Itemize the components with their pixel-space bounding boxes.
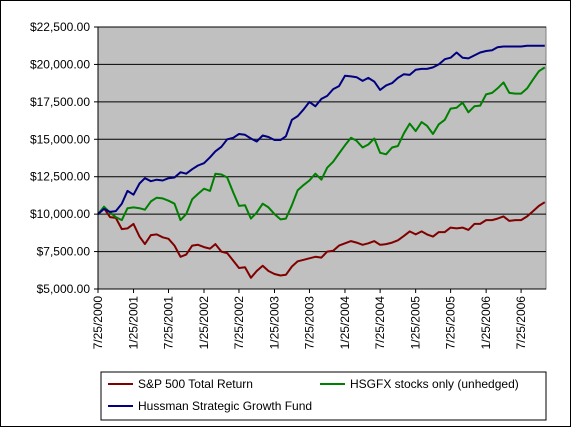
x-tick-label: 7/25/2000 — [91, 296, 105, 350]
x-tick-label: 7/25/2001 — [161, 296, 175, 350]
series-line-sp500 — [97, 201, 546, 279]
y-tick-label: $20,000.00 — [30, 57, 90, 71]
y-tick-label: $22,500.00 — [30, 20, 90, 34]
series-lines — [97, 44, 546, 279]
legend: S&P 500 Total Return HSGFX stocks only (… — [100, 371, 547, 421]
legend-box — [100, 371, 547, 421]
y-tick-label: $10,000.00 — [30, 207, 90, 221]
y-tick-label: $5,000.00 — [37, 282, 91, 296]
y-tick-label: $7,500.00 — [37, 245, 91, 259]
x-tick-label: 1/25/2002 — [197, 296, 211, 350]
x-tick-label: 7/25/2005 — [444, 296, 458, 350]
x-axis: 7/25/2000 1/25/2001 7/25/2001 1/25/2002 7/25… — [91, 288, 546, 350]
y-tick-label: $17,500.00 — [30, 95, 90, 109]
x-tick-label: 1/25/2001 — [127, 296, 141, 350]
series-line-hussman — [97, 44, 545, 215]
y-tick-label: $12,500.00 — [30, 170, 90, 184]
legend-label-sp500: S&P 500 Total Return — [138, 377, 253, 391]
plot-background — [97, 26, 547, 290]
x-tick-label: 7/25/2003 — [302, 296, 316, 350]
x-tick-label: 7/25/2002 — [232, 296, 246, 350]
x-tick-label: 7/25/2004 — [373, 296, 387, 350]
x-tick-label: 7/25/2006 — [514, 296, 528, 350]
x-tick-label: 1/25/2004 — [338, 296, 352, 350]
x-tick-label: 1/25/2005 — [409, 296, 423, 350]
legend-label-hsgfx: HSGFX stocks only (unhedged) — [350, 377, 519, 391]
x-tick-label: 1/25/2003 — [267, 296, 281, 350]
series-line-hsgfx — [97, 66, 546, 222]
y-axis: $5,000.00 $7,500.00 $10,000.00 $12,500.00 $1… — [30, 20, 99, 296]
y-tick-label: $15,000.00 — [30, 132, 90, 146]
x-tick-label: 1/25/2006 — [479, 296, 493, 350]
legend-label-hussman: Hussman Strategic Growth Fund — [138, 399, 312, 413]
plot-area — [97, 26, 547, 290]
